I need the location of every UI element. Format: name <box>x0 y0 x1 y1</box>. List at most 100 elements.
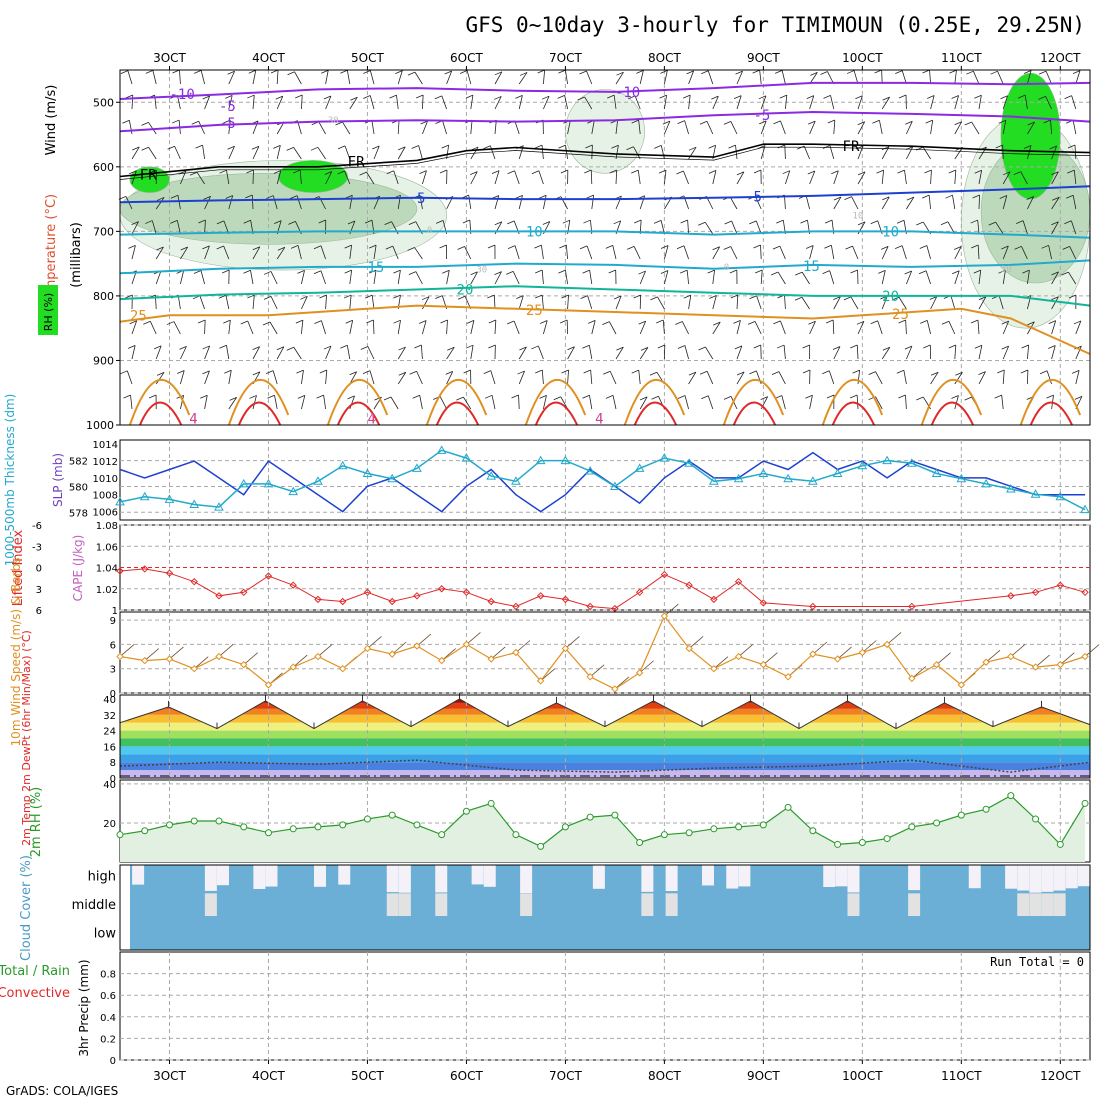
wind-barb-flag <box>845 245 853 250</box>
wind-barb-flag <box>964 396 972 401</box>
wind-barb-flag <box>831 170 839 175</box>
wind-barb <box>180 246 189 260</box>
wind-barb <box>518 195 523 210</box>
wind-barb <box>567 120 571 135</box>
thickness-point <box>535 455 546 465</box>
wind-barb <box>926 320 931 335</box>
wind10m-point <box>413 642 421 650</box>
cloud-cell-high <box>847 865 860 893</box>
wind-barb-flag <box>319 369 327 374</box>
wind-barb <box>756 295 762 310</box>
wind-barb <box>439 396 447 410</box>
wind-barb-flag <box>701 395 709 400</box>
wind10m-barb <box>565 636 580 649</box>
rh2m-point <box>561 823 569 831</box>
wind-barb-flag <box>954 246 962 250</box>
wind-barb-flag <box>653 220 662 224</box>
thickness-point <box>337 460 348 470</box>
rh2m-point <box>314 823 322 831</box>
wind-barb-flag <box>951 395 959 399</box>
wind-barb <box>881 170 885 185</box>
lifted-ytick-label: -6 <box>32 521 42 532</box>
wind-barb-flag <box>1000 95 1008 100</box>
rh2m-point <box>858 838 866 846</box>
isotherm-35-loop <box>1029 401 1074 426</box>
thickness-point <box>1055 491 1066 501</box>
wind-barb <box>754 321 762 335</box>
wind-barb-flag <box>660 69 668 74</box>
wind-barb-flag <box>1018 94 1026 99</box>
series-lifted-index <box>119 568 1086 610</box>
wind-barb-flag <box>802 369 811 374</box>
wind-barb <box>805 195 810 210</box>
wind-barb-flag <box>930 371 939 376</box>
wind-barb-flag <box>494 71 503 76</box>
wind-barb <box>688 371 697 385</box>
cloud-cell-high <box>665 865 678 892</box>
wind-barb-flag <box>904 345 913 350</box>
wind-barb <box>707 70 714 85</box>
wind-barb <box>297 245 302 260</box>
wind-barb-flag <box>797 145 805 150</box>
wind-barb-flag <box>919 245 927 249</box>
wind-barb <box>301 320 304 335</box>
thickness-ytick-label: 580 <box>69 482 88 493</box>
wind-barb <box>1021 246 1028 260</box>
wind10m-barb <box>639 660 654 674</box>
cloud-cell-middle <box>641 893 654 916</box>
wind-barb-flag <box>870 220 878 225</box>
wind-barb <box>639 396 648 410</box>
thickness-point <box>238 478 249 488</box>
wind-barb <box>898 296 907 310</box>
wind-barb <box>853 70 859 85</box>
rh2m-point <box>1007 792 1015 800</box>
wind-barb <box>565 70 568 85</box>
wind-barb <box>590 169 593 185</box>
temp2m-ytick-label: 8 <box>110 758 116 769</box>
wind-barb <box>1024 95 1028 110</box>
wind-barb-flag <box>270 69 279 74</box>
wind-barb <box>930 371 939 385</box>
wind-barb-flag <box>225 95 233 99</box>
wind10m-ytick-label: 3 <box>110 665 116 676</box>
wind-barb-flag <box>457 295 466 300</box>
wind-barb-flag <box>223 119 231 124</box>
wind-barb-flag <box>640 346 649 351</box>
isotherm-label: 4 <box>595 412 603 428</box>
wind-barb-flag <box>970 319 979 324</box>
slp-ytick-label: 1014 <box>93 440 118 451</box>
wind10m-point <box>586 673 594 681</box>
wind-barb-flag <box>677 345 686 349</box>
wind-barb <box>276 121 285 135</box>
rh2m-point <box>165 821 173 829</box>
wind-barb-flag <box>362 370 371 374</box>
bottom-x-tick-label: 7OCT <box>549 1069 582 1083</box>
wind-barb <box>736 95 742 110</box>
wind-barb-flag <box>1001 345 1009 350</box>
wind-barb-flag <box>494 96 502 100</box>
wind-barb-flag <box>921 194 930 199</box>
wind-barb-flag <box>898 319 906 324</box>
wind-barb <box>657 296 665 310</box>
wind-barb-flag <box>313 270 322 275</box>
wind-barb-flag <box>364 219 373 224</box>
wind-barb-flag <box>344 269 352 274</box>
wind-barb <box>325 295 327 310</box>
temp2m-ytick-label: 40 <box>103 695 116 706</box>
wind-barb <box>131 170 137 185</box>
wind-barb <box>781 395 786 410</box>
temp-band <box>120 738 1090 747</box>
rh2m-point <box>933 819 941 827</box>
wind-barb-flag <box>882 346 891 351</box>
wind-barb-flag <box>805 394 813 399</box>
wind-barb <box>325 345 332 360</box>
wind-barb <box>809 95 815 110</box>
wind-barb-flag <box>802 344 810 349</box>
lifted-point <box>165 569 174 577</box>
wind-barb-flag <box>420 120 428 125</box>
wind-barb <box>422 94 424 110</box>
wind-barb <box>833 296 841 310</box>
wind-barb <box>978 170 983 185</box>
wind-barb <box>442 120 447 135</box>
wind-barb <box>1051 221 1059 235</box>
